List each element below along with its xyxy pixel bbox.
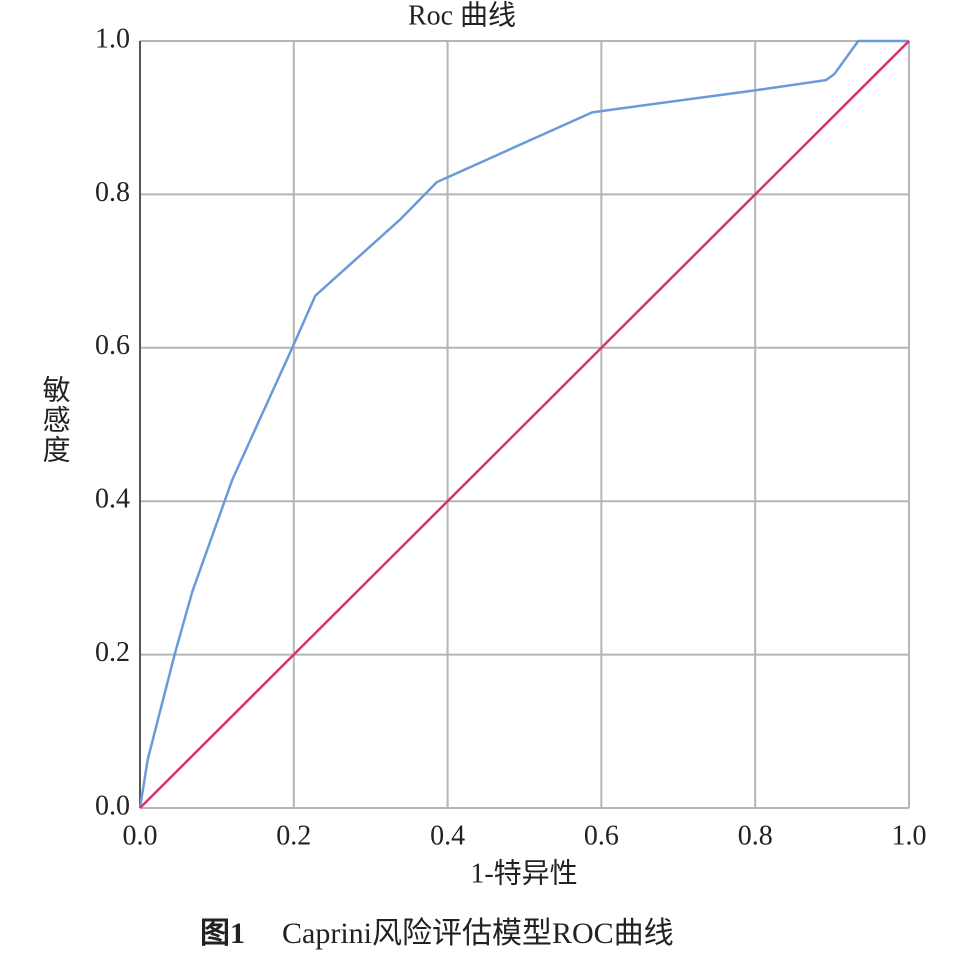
y-axis-label: 敏感度 <box>39 375 71 465</box>
figure-label: 图1 <box>200 917 245 950</box>
y-tick-label: 0.0 <box>95 790 130 821</box>
y-tick-label: 0.8 <box>95 177 130 208</box>
x-tick-label: 1.0 <box>892 820 927 851</box>
figure-caption: Caprini风险评估模型ROC曲线 <box>282 917 674 950</box>
y-tick-label: 1.0 <box>95 23 130 54</box>
series-line <box>138 39 909 809</box>
chart-title: Roc 曲线 <box>408 0 516 31</box>
x-tick-label: 0.0 <box>123 820 158 851</box>
x-axis-label: 1-特异性 <box>470 857 577 889</box>
x-tick-label: 0.8 <box>738 820 773 851</box>
x-tick-label: 0.2 <box>276 820 311 851</box>
x-tick-label: 0.6 <box>584 820 619 851</box>
y-tick-label: 0.2 <box>95 637 130 668</box>
y-tick-label: 0.4 <box>95 484 130 515</box>
x-tick-label: 0.4 <box>430 820 465 851</box>
y-tick-label: 0.6 <box>95 330 130 361</box>
series-line <box>139 40 910 809</box>
